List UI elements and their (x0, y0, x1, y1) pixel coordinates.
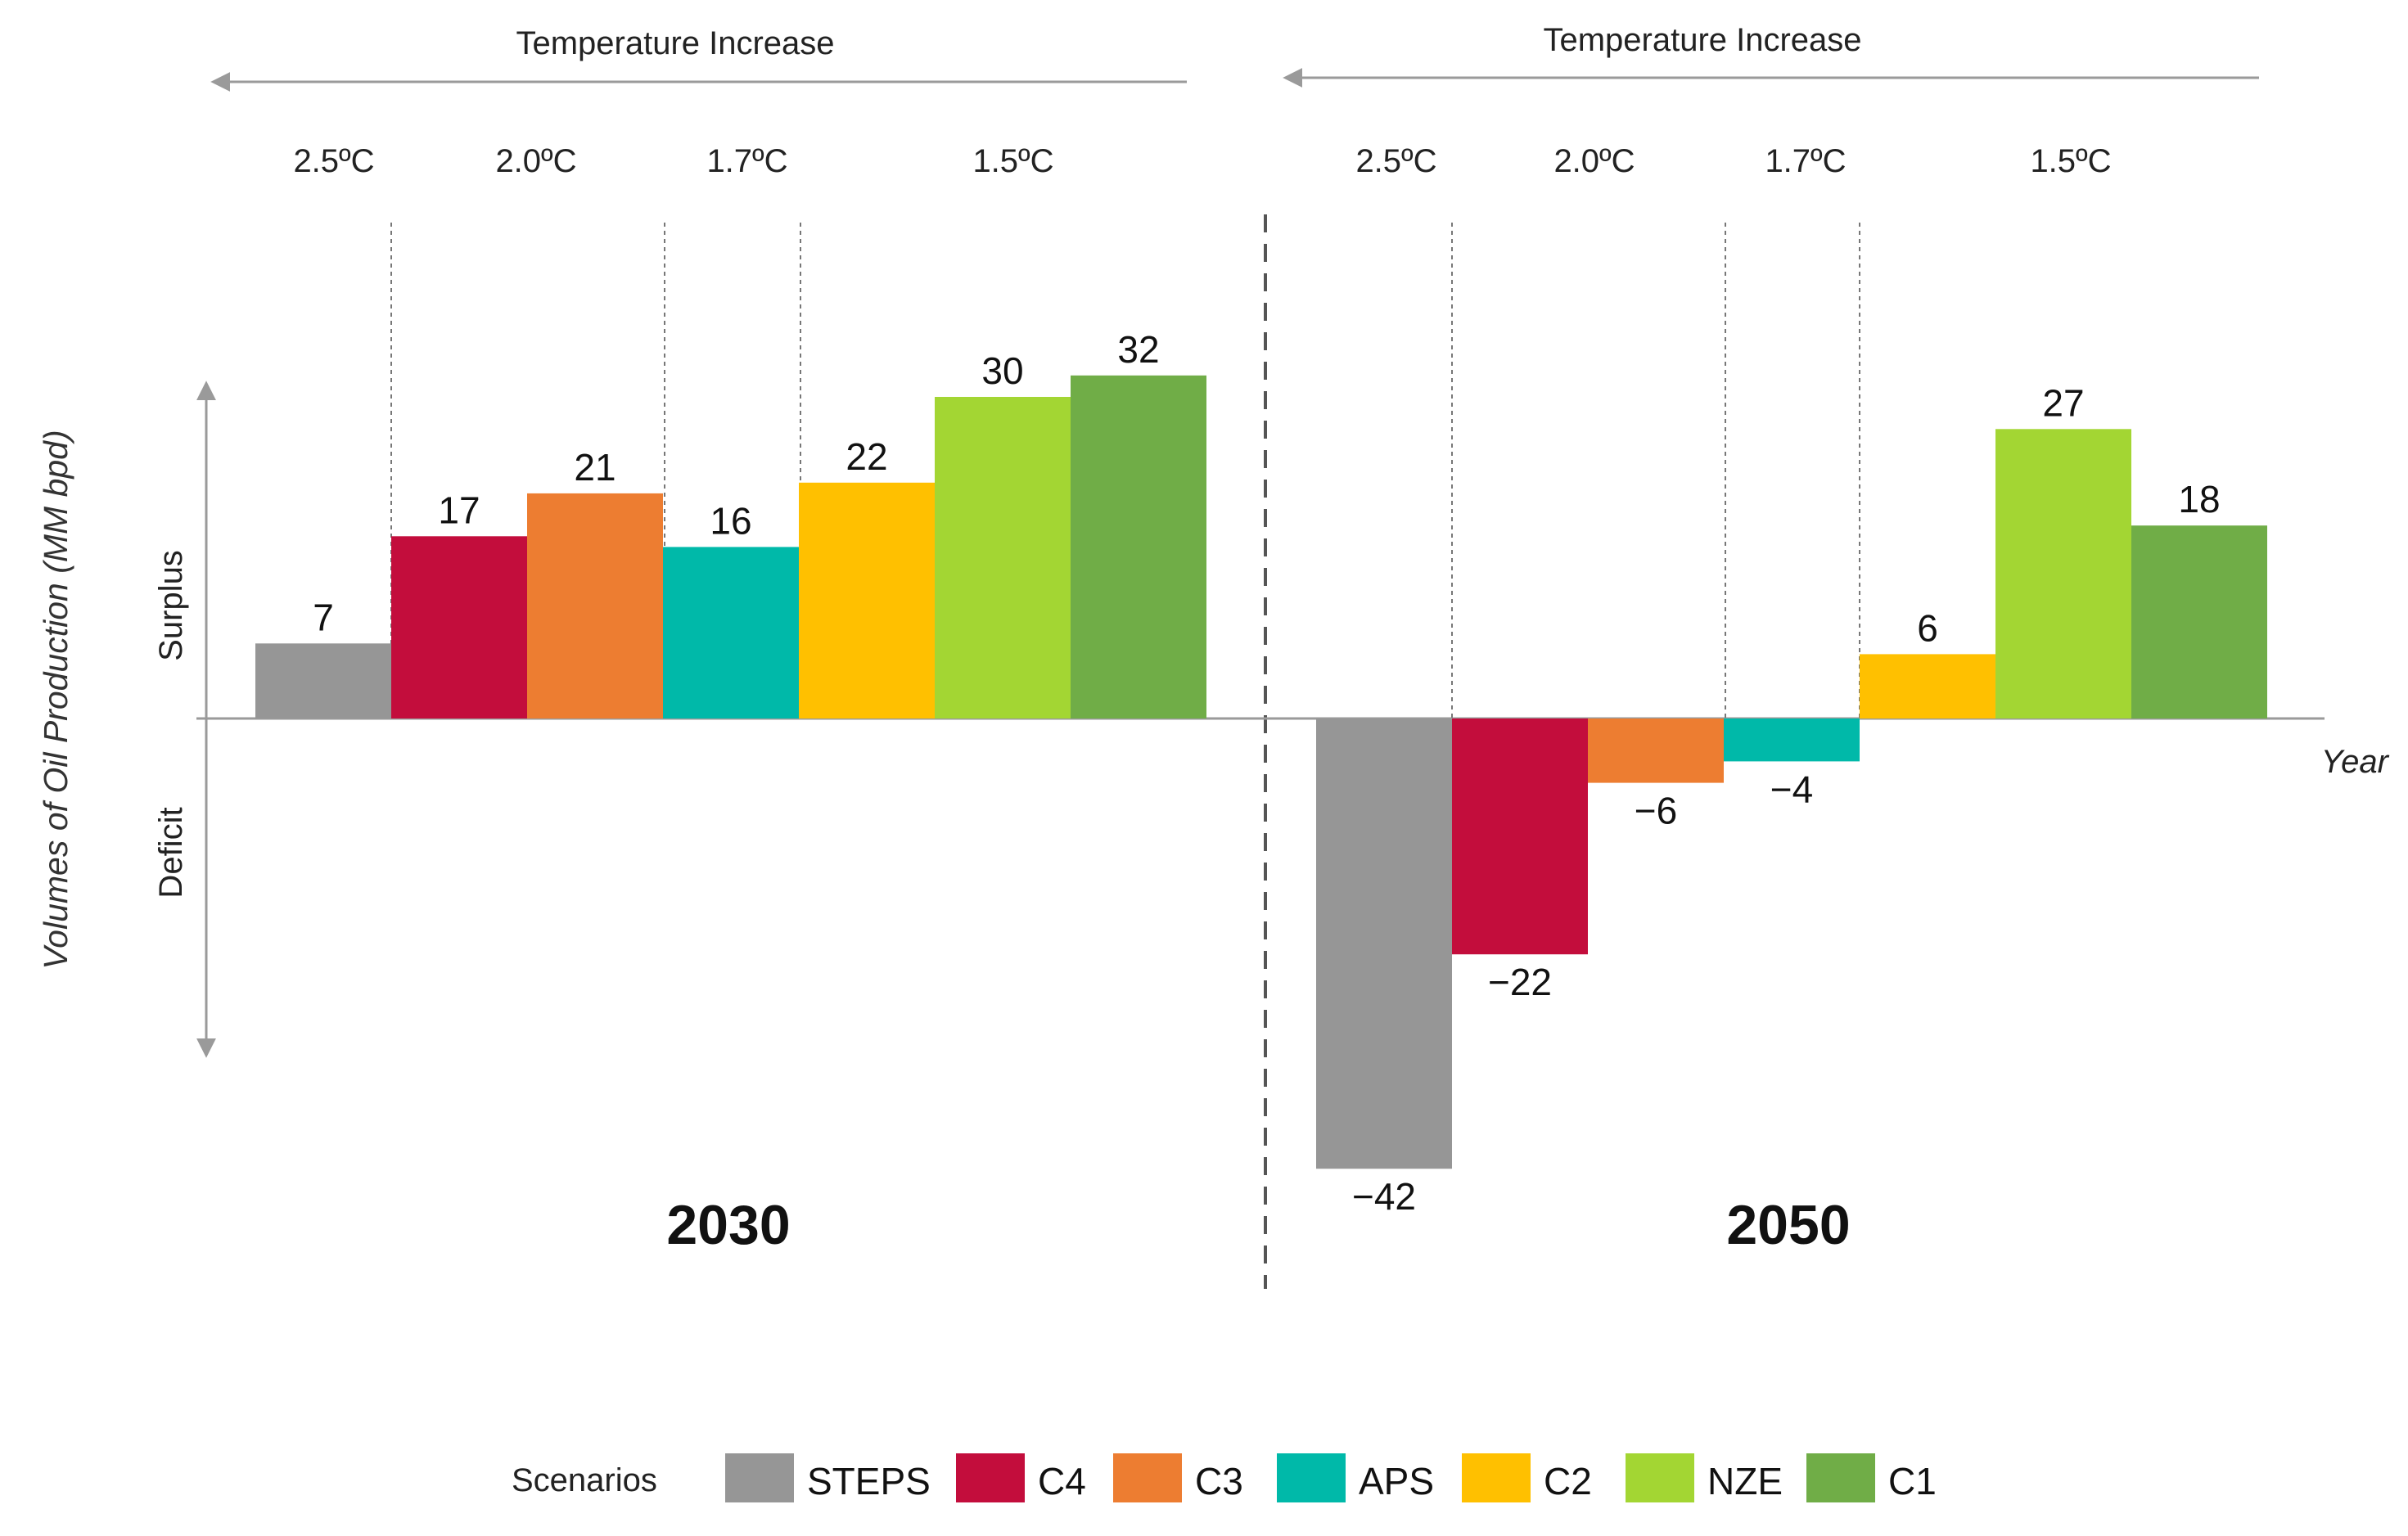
bar-2030-aps (663, 547, 799, 718)
legend-label-aps: APS (1359, 1460, 1434, 1502)
value-label-2050-c3: −6 (1635, 790, 1677, 832)
bar-2050-c1 (2131, 525, 2267, 718)
surplus-label: Surplus (153, 550, 189, 661)
value-label-2030-steps: 7 (313, 596, 334, 638)
bar-2030-steps (255, 643, 391, 718)
band-label: 1.5ºC (972, 143, 1053, 179)
band-separators-2050 (1451, 223, 1860, 718)
bar-2050-c2 (1860, 654, 1995, 718)
value-label-2050-steps: −42 (1352, 1175, 1416, 1218)
legend: Scenarios STEPS C4 C3 APS C2 NZE C1 (512, 1453, 1937, 1502)
value-label-2050-aps: −4 (1770, 768, 1813, 810)
bars-2050: −42 −22 −6 −4 6 27 18 (1316, 381, 2267, 1218)
legend-swatch-nze (1626, 1453, 1694, 1502)
temperature-header-2030: Temperature Increase (516, 25, 834, 61)
legend-label-c1: C1 (1888, 1460, 1937, 1502)
year-label-2030: 2030 (666, 1194, 790, 1256)
value-label-2030-c2: 22 (846, 435, 887, 478)
value-label-2030-nze: 30 (981, 349, 1023, 392)
bar-2030-nze (935, 397, 1071, 718)
legend-title: Scenarios (512, 1462, 657, 1498)
bar-2030-c2 (799, 482, 935, 718)
legend-label-steps: STEPS (807, 1460, 931, 1502)
legend-swatch-c3 (1113, 1453, 1182, 1502)
legend-swatch-c4 (956, 1453, 1025, 1502)
legend-swatch-steps (725, 1453, 794, 1502)
bar-2050-c3 (1588, 718, 1724, 783)
value-label-2050-c1: 18 (2178, 478, 2220, 520)
band-labels-2030: 2.5ºC 2.0ºC 1.7ºC 1.5ºC (293, 143, 1053, 179)
bar-2050-c4 (1452, 718, 1588, 955)
band-labels-2050: 2.5ºC 2.0ºC 1.7ºC 1.5ºC (1355, 143, 2111, 179)
bar-2050-steps (1316, 718, 1452, 1169)
legend-label-c3: C3 (1195, 1460, 1243, 1502)
temperature-header-2050: Temperature Increase (1543, 22, 1861, 58)
bar-2050-aps (1724, 718, 1860, 762)
deficit-label: Deficit (153, 807, 189, 898)
band-label: 1.7ºC (706, 143, 787, 179)
bars-2030: 7 17 21 16 22 30 32 (255, 328, 1206, 718)
value-label-2050-nze: 27 (2042, 381, 2084, 424)
bar-2030-c4 (391, 536, 527, 718)
value-label-2030-aps: 16 (710, 499, 751, 542)
value-label-2030-c4: 17 (438, 489, 480, 531)
bar-2030-c3 (527, 493, 663, 718)
legend-swatch-c1 (1806, 1453, 1875, 1502)
value-label-2030-c3: 21 (574, 446, 616, 489)
value-label-2050-c2: 6 (1917, 606, 1938, 649)
legend-label-nze: NZE (1707, 1460, 1783, 1502)
band-label: 2.5ºC (293, 143, 374, 179)
year-label-2050: 2050 (1726, 1194, 1850, 1256)
band-label: 1.5ºC (2030, 143, 2111, 179)
legend-swatch-aps (1277, 1453, 1346, 1502)
legend-label-c2: C2 (1544, 1460, 1592, 1502)
legend-swatch-c2 (1462, 1453, 1531, 1502)
band-label: 2.0ºC (495, 143, 576, 179)
legend-label-c4: C4 (1038, 1460, 1086, 1502)
band-label: 1.7ºC (1765, 143, 1846, 179)
value-label-2030-c1: 32 (1117, 328, 1159, 371)
band-label: 2.5ºC (1355, 143, 1436, 179)
bar-2050-nze (1995, 429, 2131, 718)
bar-2030-c1 (1071, 375, 1206, 718)
y-axis-title: Volumes of Oil Production (MM bpd) (37, 430, 74, 969)
x-axis-title: Year (2321, 744, 2390, 780)
band-label: 2.0ºC (1553, 143, 1635, 179)
value-label-2050-c4: −22 (1488, 961, 1552, 1003)
